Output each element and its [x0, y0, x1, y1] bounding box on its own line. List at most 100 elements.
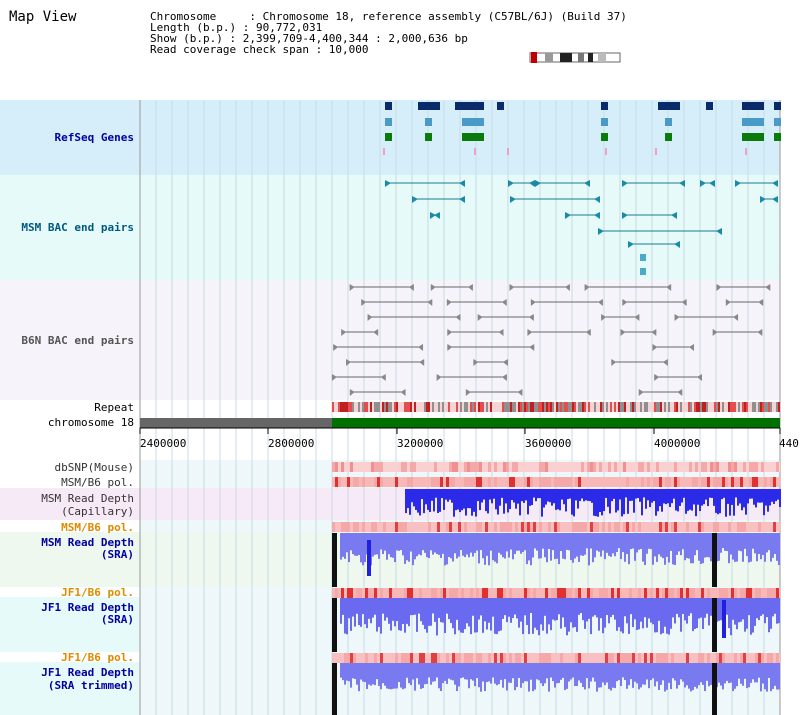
repeat-mark	[560, 402, 562, 412]
depth-bar	[765, 489, 767, 506]
repeat-mark	[362, 402, 364, 412]
depth-bar	[342, 598, 344, 615]
depth-bar	[706, 663, 708, 681]
depth-bar	[772, 663, 774, 689]
coverage-gap-marker	[712, 598, 717, 652]
depth-bar	[540, 663, 542, 684]
track-label-b6n-bac[interactable]: B6N BAC end pairs	[21, 334, 134, 347]
depth-bar	[634, 533, 636, 561]
heat-mark	[623, 462, 626, 472]
heat-mark	[725, 477, 728, 487]
depth-bar	[647, 489, 649, 501]
heat-mark	[596, 522, 599, 532]
heat-mark	[545, 588, 548, 598]
heat-mark	[344, 653, 347, 663]
heat-mark	[746, 588, 749, 598]
depth-bar	[671, 489, 673, 504]
depth-bar	[392, 598, 394, 621]
depth-bar	[388, 598, 390, 624]
depth-bar	[762, 598, 764, 615]
repeat-mark	[350, 402, 352, 412]
depth-bar	[670, 533, 672, 551]
depth-bar	[464, 598, 466, 630]
repeat-mark	[510, 402, 512, 412]
heat-mark	[545, 653, 548, 663]
depth-bar	[627, 489, 629, 514]
info-chromosome: Chromosome : Chromosome 18, reference as…	[150, 10, 627, 23]
depth-bar	[494, 598, 496, 634]
gene-mark	[497, 102, 504, 110]
heat-mark	[437, 522, 440, 532]
bac-end-mark	[696, 374, 702, 381]
depth-bar	[449, 489, 451, 500]
depth-bar	[684, 663, 686, 688]
heat-mark	[749, 588, 752, 598]
depth-bar	[484, 533, 486, 565]
depth-bar	[555, 489, 557, 510]
depth-bar	[632, 533, 634, 549]
axis-tick-label: 2400000	[140, 437, 187, 450]
depth-bar	[396, 663, 398, 689]
heat-mark	[707, 588, 710, 598]
repeat-mark	[742, 402, 744, 412]
depth-bar	[745, 489, 747, 515]
depth-bar	[672, 533, 674, 565]
heat-row	[332, 462, 780, 472]
repeat-mark	[520, 402, 522, 412]
depth-bar	[662, 663, 664, 681]
gene-mark	[742, 118, 764, 126]
heat-mark	[689, 462, 692, 472]
repeat-mark	[428, 402, 430, 412]
heat-mark	[770, 588, 773, 598]
depth-bar	[398, 598, 400, 631]
depth-bar	[752, 598, 754, 633]
depth-bar	[428, 663, 430, 678]
depth-bar	[451, 489, 453, 503]
depth-bar	[630, 663, 632, 680]
depth-bar	[578, 598, 580, 615]
heat-mark	[554, 522, 557, 532]
heat-mark	[401, 522, 404, 532]
heat-mark	[347, 522, 350, 532]
depth-bar	[378, 663, 380, 686]
heat-mark	[677, 477, 680, 487]
depth-bar	[540, 598, 542, 625]
depth-bar	[476, 598, 478, 633]
depth-bar	[581, 489, 583, 499]
depth-bar	[409, 489, 411, 515]
depth-bar	[706, 598, 708, 614]
bac-end-mark	[772, 196, 778, 203]
repeat-mark	[778, 402, 780, 412]
depth-bar	[660, 663, 662, 685]
depth-bar	[516, 533, 518, 551]
repeat-mark	[718, 402, 720, 412]
depth-bar	[690, 598, 692, 614]
depth-bar	[566, 533, 568, 550]
depth-bar	[676, 663, 678, 689]
repeat-mark	[474, 402, 476, 412]
track-label-msm-bac[interactable]: MSM BAC end pairs	[21, 221, 134, 234]
depth-bar	[514, 663, 516, 691]
bac-end-mark	[640, 254, 646, 261]
depth-bar	[483, 489, 485, 500]
depth-bar	[494, 663, 496, 684]
heat-mark	[533, 522, 536, 532]
track-label-refseq[interactable]: RefSeq Genes	[54, 131, 134, 144]
depth-bar	[468, 598, 470, 627]
heat-mark	[347, 477, 350, 487]
ideogram-band	[545, 53, 553, 62]
heat-mark	[743, 462, 746, 472]
gene-mark	[774, 118, 781, 126]
depth-bar	[462, 663, 464, 678]
depth-bar	[568, 598, 570, 632]
repeat-mark	[696, 402, 698, 412]
repeat-mark	[394, 402, 396, 412]
heat-mark	[476, 653, 479, 663]
depth-bar	[649, 489, 651, 508]
depth-bar	[472, 533, 474, 557]
heat-mark	[575, 522, 578, 532]
track-label-jf1-b6-pol-1: JF1/B6 pol.	[61, 586, 134, 599]
depth-bar	[534, 533, 536, 549]
